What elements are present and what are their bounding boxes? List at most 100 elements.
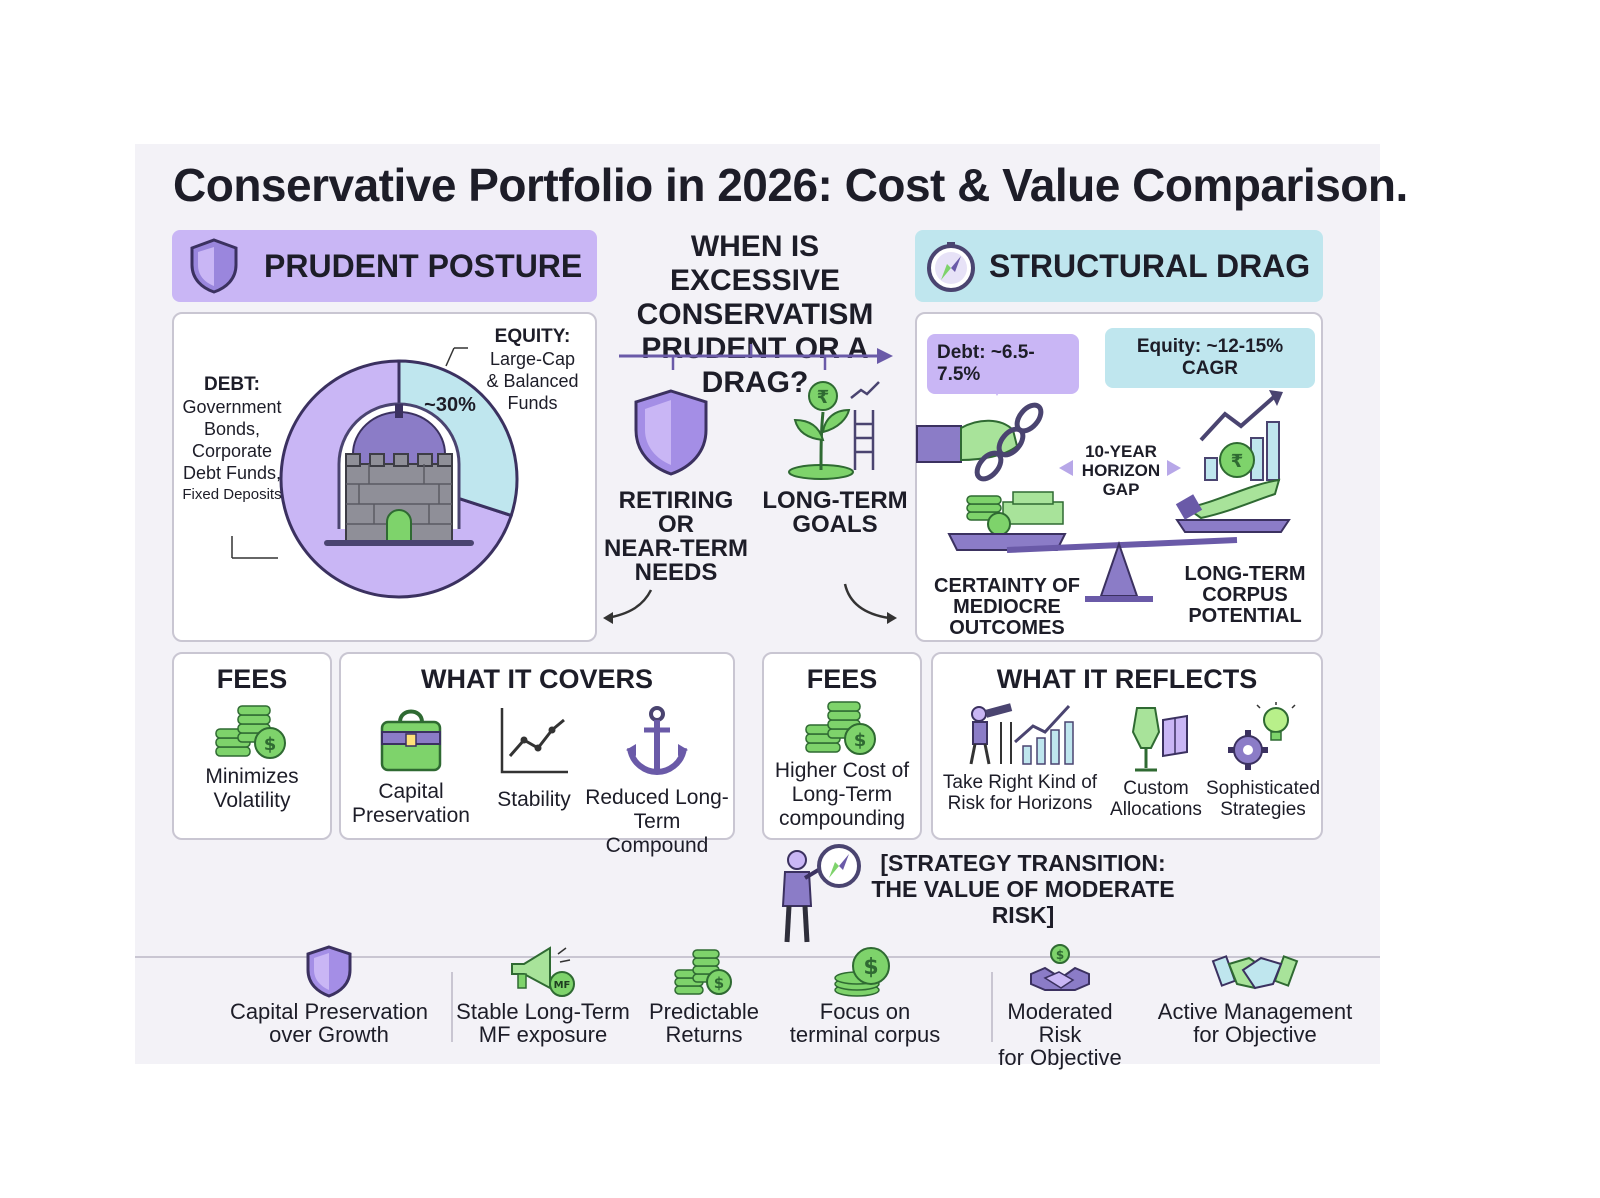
reflects-item-label: Strategies [1220,799,1306,820]
bottom-item-label: Capital Preservation [229,999,429,1024]
mediocre-outcomes-label: CERTAINTY OF MEDIOCRE OUTCOMES [927,576,1087,639]
transition-line: THE VALUE OF MODERATE RISK] [871,876,1175,928]
covers-item: Capital Preservation [345,702,477,828]
fees-right-title: FEES [806,664,878,694]
equity-label: EQUITY: [494,326,571,347]
reflects-item-label: Risk for Horizons [947,793,1093,814]
question-line: PRUDENT OR A DRAG? [641,332,869,399]
compass-icon [927,242,975,292]
anchor-icon [626,706,688,776]
covers-item-label: Reduced Long- [585,786,729,809]
fees-left-title: FEES [216,664,288,694]
briefcase-icon [380,709,442,772]
debt-item: Government [182,397,282,417]
prudent-posture-title: PRUDENT POSTURE [264,247,583,284]
long-term-label: LONG-TERM GOALS [760,489,910,537]
equity-percent-label: ~30% [424,394,476,416]
gear-bulb-icon [1228,702,1296,770]
reflects-item-label: Take Right Kind of [942,772,1098,793]
balance-scale-illustration: ₹ [916,374,1291,602]
bottom-item-label: Moderated Risk [1007,999,1113,1047]
equity-item: Funds [507,393,558,413]
dollar-coins-icon: $ [834,947,890,997]
allocation-card: DEBT: Government Bonds, Corporate Debt F… [172,312,597,642]
shield-icon [306,945,352,998]
growing-plant-icon: ₹ [788,381,880,480]
center-question: WHEN IS EXCESSIVE CONSERVATISM PRUDENT O… [605,230,905,400]
equity-return-bubble: Equity: ~12-15% CAGR [1105,328,1315,388]
debt-item: Debt Funds, [182,463,282,483]
equity-item: & Balanced [486,371,579,391]
reflects-item: Take Right Kind of Risk for Horizons [937,702,1103,814]
bottom-item-label: Active Management [1157,999,1353,1024]
reflects-title: WHAT IT REFLECTS [996,664,1258,694]
page-title: Conservative Portfolio in 2026: Cost & V… [173,159,1408,211]
debt-return-bubble: Debt: ~6.5-7.5% [927,334,1079,394]
long-term-line: GOALS [792,511,878,538]
infographic-canvas: Conservative Portfolio in 2026: Cost & V… [135,144,1408,1069]
transition-line: [STRATEGY TRANSITION: [880,850,1166,876]
bottom-item-label: Focus on [819,999,911,1024]
fees-left-caption: Volatility [213,789,291,812]
handshake-dollar-icon: $ [1030,944,1090,991]
debt-item: Fixed Deposits [182,486,282,503]
bottom-item: $ Moderated Risk for Objective [985,944,1135,1069]
debt-label-group: DEBT: Government Bonds, Corporate Debt F… [182,374,282,506]
covers-item-label: Capital [378,780,444,803]
fortress-icon [324,402,474,546]
outcome-line: MEDIOCRE [953,596,1061,618]
handshake-icon [1211,955,1299,990]
telescope-icon [969,703,1074,765]
fees-right-caption: compounding [778,807,906,830]
rupee-symbol: ₹ [817,387,830,408]
reflects-item-label: Allocations [1110,799,1202,820]
debt-item: Corporate [191,441,273,461]
rupee-symbol: ₹ [1231,451,1244,472]
bottom-item-label: Stable Long-Term [456,999,630,1024]
svg-text:$: $ [863,955,878,980]
svg-text:$: $ [714,974,724,992]
debt-item: Bonds, [203,419,261,439]
covers-title: WHAT IT COVERS [421,664,653,694]
fees-right-caption: Long-Term [791,783,893,806]
bottom-item: $ Focus on terminal corpus [785,944,945,1046]
outcome-line: CERTAINTY OF [934,575,1080,597]
horizon-line: 10-YEAR [1085,442,1157,461]
covers-card: WHAT IT COVERS Capital Preservation Stab… [339,652,735,857]
covers-item-label: Preservation [352,804,470,827]
person-with-compass-icon [781,844,861,943]
coins-icon: $ [674,949,732,995]
svg-text:$: $ [1056,948,1064,962]
horizon-line: HORIZON [1081,461,1161,480]
mannequin-icon [1131,707,1188,772]
timeline-arrow [619,344,893,370]
fees-left-caption: Minimizes [205,765,299,788]
svg-text:$: $ [854,730,867,751]
prudent-posture-header: PRUDENT POSTURE [172,230,597,302]
horizon-gap-label: 10-YEAR HORIZON GAP [1067,442,1175,499]
outcome-line: POTENTIAL [1188,605,1302,627]
outcome-line: CORPUS [1202,584,1288,606]
mf-badge: MF [554,980,571,991]
line-chart-icon [500,708,568,774]
coins-icon: $ [805,701,876,755]
covers-item: Reduced Long- Term Compound [581,706,733,858]
allocation-pie-chart [231,347,519,599]
outcome-line: OUTCOMES [949,617,1065,639]
strategy-transition: [STRATEGY TRANSITION: THE VALUE OF MODER… [843,850,1203,928]
shield-icon [634,389,708,476]
question-line: CONSERVATISM [636,298,874,331]
bottom-item-label: for Objective [998,1045,1122,1070]
long-term-line: LONG-TERM [762,487,908,514]
svg-text:$: $ [264,734,277,755]
covers-item-label: Term Compound [605,810,709,857]
fees-left-card: FEES $ Minimizes Volatility [172,652,332,840]
shield-icon [190,238,238,294]
bottom-item: Capital Preservation over Growth [229,944,429,1046]
bottom-item-label: MF exposure [478,1022,608,1047]
bottom-item: $ Predictable Returns [639,944,769,1046]
fees-right-caption: Higher Cost of [774,759,910,782]
megaphone-icon: MF [511,946,575,997]
bottom-item: Active Management for Objective [1155,944,1355,1046]
bottom-item-label: for Objective [1193,1022,1317,1047]
